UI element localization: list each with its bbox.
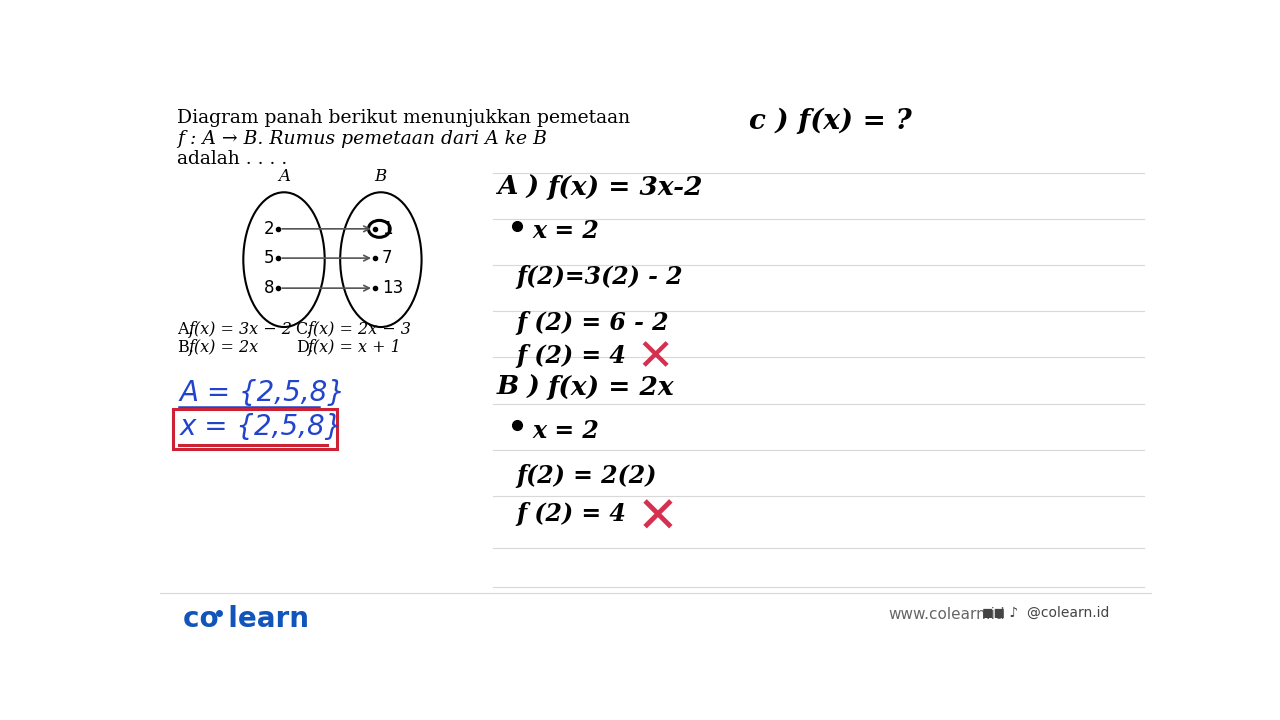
Text: f (2) = 4: f (2) = 4 [517, 344, 626, 369]
Text: f(x) = 2x − 3: f(x) = 2x − 3 [308, 321, 412, 338]
Text: 2: 2 [264, 220, 274, 238]
Text: f(x) = 2x: f(x) = 2x [189, 339, 260, 356]
Text: B ): B ) [497, 375, 541, 400]
Text: A = {2,5,8}: A = {2,5,8} [179, 379, 346, 407]
Text: 1: 1 [381, 220, 392, 238]
Text: ◼◼ ♪  @colearn.id: ◼◼ ♪ @colearn.id [982, 606, 1108, 619]
Text: A ): A ) [497, 175, 539, 200]
Text: A: A [278, 168, 291, 185]
Text: x = 2: x = 2 [532, 419, 599, 443]
Text: f(x) = 3x-2: f(x) = 3x-2 [548, 175, 703, 200]
Text: C.: C. [296, 321, 312, 338]
Text: x = 2: x = 2 [532, 219, 599, 243]
Text: c ) f(x) = ?: c ) f(x) = ? [749, 108, 911, 135]
Text: f (2) = 6 - 2: f (2) = 6 - 2 [517, 311, 669, 336]
Text: B.: B. [177, 339, 195, 356]
Text: 8: 8 [264, 279, 274, 297]
Text: B: B [375, 168, 387, 185]
Text: www.colearn.id: www.colearn.id [888, 607, 1005, 622]
Text: 5: 5 [264, 249, 274, 267]
Text: Diagram panah berikut menunjukkan pemetaan: Diagram panah berikut menunjukkan pemeta… [177, 109, 630, 127]
Text: f(2) = 2(2): f(2) = 2(2) [517, 464, 657, 487]
Text: f : A → B. Rumus pemetaan dari A ke B: f : A → B. Rumus pemetaan dari A ke B [177, 130, 547, 148]
Text: ✕: ✕ [636, 495, 678, 542]
Text: co learn: co learn [183, 605, 310, 633]
Text: ✕: ✕ [636, 337, 673, 379]
Text: A.: A. [177, 321, 193, 338]
Text: D.: D. [296, 339, 312, 356]
Text: f (2) = 4: f (2) = 4 [517, 502, 626, 526]
Text: x = {2,5,8}: x = {2,5,8} [179, 413, 343, 441]
Text: f(x) = 3x − 2: f(x) = 3x − 2 [189, 321, 293, 338]
Text: f(x) = 2x: f(x) = 2x [548, 375, 675, 400]
Text: f(2)=3(2) - 2: f(2)=3(2) - 2 [517, 265, 684, 289]
Text: adalah . . . .: adalah . . . . [177, 150, 287, 168]
Text: f(x) = x + 1: f(x) = x + 1 [308, 339, 402, 356]
Text: 7: 7 [381, 249, 392, 267]
FancyBboxPatch shape [173, 409, 338, 449]
Text: 13: 13 [381, 279, 403, 297]
